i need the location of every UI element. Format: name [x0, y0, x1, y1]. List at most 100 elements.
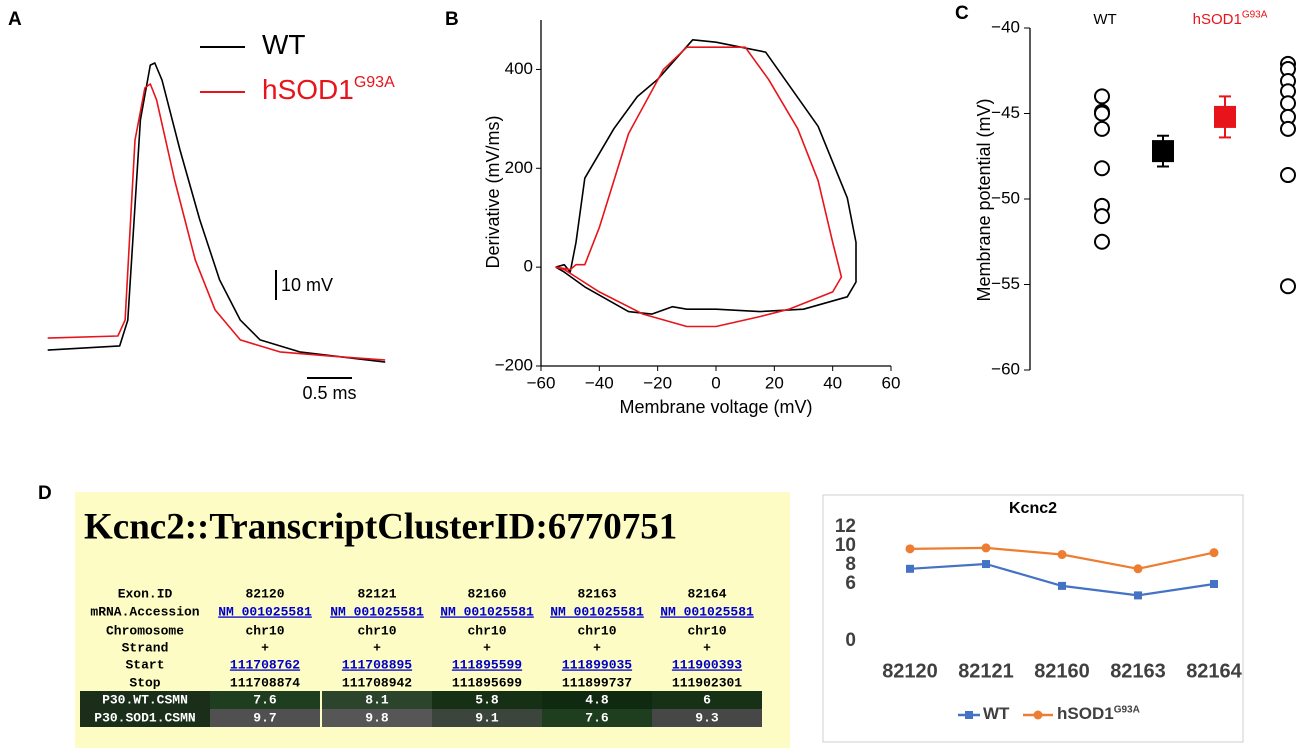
panel-label: B [445, 9, 459, 30]
table-title: Kcnc2::TranscriptClusterID:6770751 [84, 506, 677, 547]
y-tick-label: 0 [524, 257, 533, 276]
marker [982, 560, 990, 569]
dot [1280, 167, 1296, 184]
panel-label: C [955, 3, 969, 24]
cell: chr10 [467, 623, 506, 638]
link: NM_001025581 [440, 604, 534, 619]
cell: 4.8 [585, 692, 609, 707]
cell: 111899737 [562, 675, 632, 690]
cell: chr10 [357, 623, 396, 638]
cell: chr10 [577, 623, 616, 638]
row-label: Strand [122, 640, 169, 655]
legend-label: hSOD1G93A [1057, 704, 1140, 723]
heat-cell [322, 709, 432, 727]
row-label: P30.SOD1.CSMN [94, 710, 195, 725]
cell: + [261, 640, 269, 655]
legend-label: hSOD1G93A [1193, 9, 1268, 28]
cell: chr10 [245, 623, 284, 638]
heat-cell [432, 709, 542, 727]
legend-name: hSOD1 [1057, 704, 1114, 723]
heat-cell [542, 709, 652, 727]
marker [1209, 548, 1219, 558]
link: 111895599 [452, 657, 522, 672]
heat-cell [542, 691, 652, 709]
legend-marker [1033, 710, 1043, 720]
row-label: Start [125, 657, 164, 672]
y-tick-label: 12 [835, 516, 856, 537]
heat-cell [432, 691, 542, 709]
y-tick-label: −50 [991, 188, 1020, 207]
cell: + [373, 640, 381, 655]
x-tick-label: 60 [882, 373, 901, 392]
link: NM_001025581 [218, 604, 312, 619]
link: 111899035 [562, 657, 632, 672]
line [555, 46, 843, 328]
marker [1057, 550, 1067, 560]
x-tick-label: 82160 [1034, 660, 1090, 682]
x-axis-label: Membrane voltage (mV) [619, 397, 812, 417]
legend-superscript: G93A [1242, 9, 1268, 20]
y-tick-label: 0 [845, 630, 856, 651]
row-label: Stop [129, 675, 160, 690]
dot [1280, 120, 1296, 137]
link: NM_001025581 [330, 604, 424, 619]
cell: 111708942 [342, 675, 412, 690]
legend-label: WT [983, 704, 1010, 723]
x-tick-label: 82163 [1110, 660, 1166, 682]
x-tick-label: 82121 [958, 660, 1014, 682]
cell: 5.8 [475, 692, 499, 707]
legend-name: WT [262, 29, 306, 60]
x-tick-label: 0 [711, 373, 720, 392]
legend-marker [965, 711, 973, 719]
legend-label: WT [1093, 11, 1116, 28]
line [555, 39, 857, 315]
marker [1133, 564, 1143, 574]
cell: 82121 [357, 586, 396, 601]
dot [1094, 88, 1110, 105]
dot [1094, 233, 1110, 250]
legend-superscript: G93A [1114, 704, 1140, 715]
cell: 7.6 [585, 710, 609, 725]
cell: + [483, 640, 491, 655]
row-label: Exon.ID [118, 586, 173, 601]
cell: 6 [703, 692, 711, 707]
x-tick-label: 82164 [1186, 660, 1242, 682]
link: 111708762 [230, 657, 300, 672]
panel-label: D [38, 483, 52, 504]
heat-cell [210, 709, 320, 727]
link: NM_001025581 [660, 604, 754, 619]
cell: 82164 [687, 586, 726, 601]
cell: 9.8 [365, 710, 389, 725]
legend-name: WT [1093, 11, 1116, 28]
cell: 82120 [245, 586, 284, 601]
x-tick-label: 82120 [882, 660, 938, 682]
y-tick-label: −40 [991, 17, 1020, 36]
legend-name: WT [983, 704, 1010, 723]
marker [905, 544, 915, 554]
mean-box [1152, 140, 1174, 163]
cell: chr10 [687, 623, 726, 638]
cell: + [593, 640, 601, 655]
label-cell [80, 691, 210, 709]
y-tick-label: 8 [845, 554, 856, 575]
cell: 9.3 [695, 710, 719, 725]
marker [1058, 581, 1066, 590]
dot [1280, 278, 1296, 295]
cell: 111708874 [230, 675, 300, 690]
heat-cell [322, 691, 432, 709]
link: 111708895 [342, 657, 412, 672]
x-tick-label: −20 [643, 373, 672, 392]
dot [1094, 105, 1110, 122]
y-tick-label: 200 [505, 158, 533, 177]
dot [1094, 160, 1110, 177]
y-tick-label: 6 [845, 573, 856, 594]
legend-name: hSOD1 [262, 74, 354, 105]
legend-name: hSOD1 [1193, 11, 1242, 28]
marker [1210, 580, 1218, 588]
y-tick-label: 400 [505, 59, 533, 78]
x-tick-label: 40 [823, 373, 842, 392]
cell: 111895699 [452, 675, 522, 690]
scale-label: 0.5 ms [302, 383, 356, 403]
dot [1280, 95, 1296, 112]
